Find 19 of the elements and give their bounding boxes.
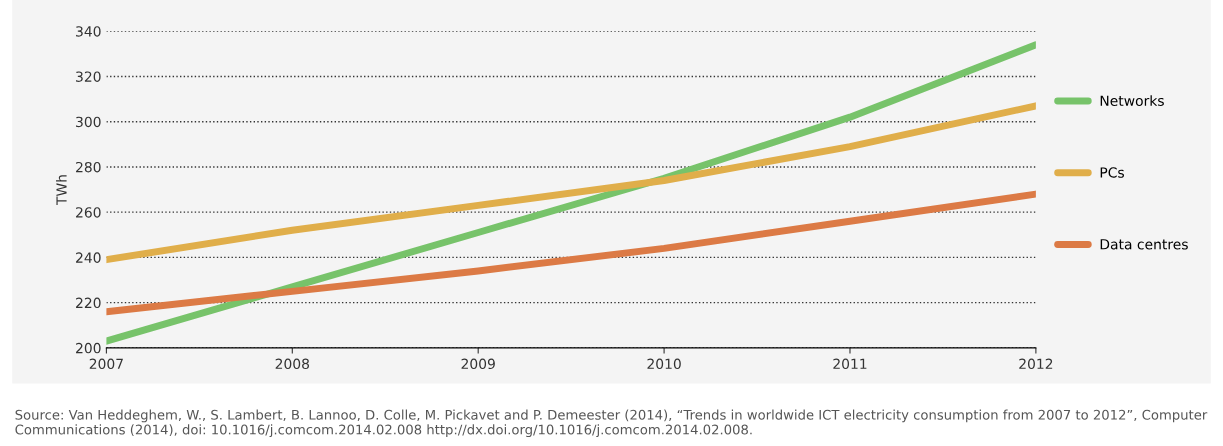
y-tick-label: 320 bbox=[76, 71, 101, 82]
x-tick-label: 2010 bbox=[647, 358, 681, 370]
y-tick-label: 220 bbox=[76, 297, 101, 309]
x-tick-label: 2011 bbox=[833, 358, 867, 370]
x-tick-label: 2012 bbox=[1019, 358, 1053, 370]
legend-label: Networks bbox=[1100, 95, 1164, 106]
y-tick-label: 340 bbox=[76, 26, 101, 37]
y-axis-title: TWh bbox=[56, 175, 67, 206]
source-note: Source: Van Heddeghem, W., S. Lambert, B. Lannoo, D. Colle, M. Pickavet and P. Demeester (2014), “Trends in worldwide ICT electricity consumption from 2007 to 2012”, Computer Communications (2014), doi: 10.1016/j.comcom.2014.02.008 http://dx.doi.org/10.1016/j.comcom.2014.02.008. bbox=[15, 409, 1208, 438]
x-tick-label: 2009 bbox=[461, 358, 495, 370]
y-tick-label: 200 bbox=[76, 342, 101, 354]
y-tick-label: 240 bbox=[76, 252, 101, 263]
y-tick-label: 280 bbox=[76, 161, 101, 173]
x-tick-label: 2007 bbox=[89, 358, 123, 370]
y-tick-label: 260 bbox=[76, 207, 101, 218]
legend-label: PCs bbox=[1100, 167, 1124, 178]
x-tick-label: 2008 bbox=[275, 358, 310, 370]
legend-label: Data centres bbox=[1100, 239, 1188, 250]
y-tick-label: 300 bbox=[76, 116, 101, 128]
